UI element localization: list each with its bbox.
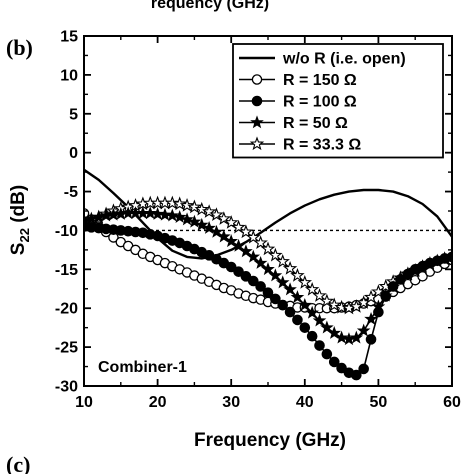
y-tick-label: 5 (69, 106, 78, 123)
x-tick-label: 50 (370, 394, 388, 411)
series-2-point (374, 307, 384, 317)
series-2-point (285, 307, 295, 317)
y-tick-label: -20 (55, 301, 78, 318)
next-panel-label: (c) (6, 452, 30, 474)
legend-label-1: R = 150 Ω (283, 72, 357, 89)
series-2-point (322, 349, 332, 359)
series-2-point (307, 331, 317, 341)
y-axis-subscript: 22 (17, 228, 32, 242)
series-2-point (388, 282, 398, 292)
legend-marker-2 (252, 96, 262, 106)
series-2-point (315, 341, 325, 351)
x-tick-label: 10 (75, 394, 93, 411)
y-tick-label: 15 (60, 29, 78, 46)
legend-label-4: R = 33.3 Ω (283, 137, 361, 154)
y-tick-label: -15 (55, 262, 78, 279)
panel-label: (b) (6, 35, 33, 60)
legend-label-0: w/o R (i.e. open) (282, 51, 406, 68)
x-tick-label: 40 (296, 394, 314, 411)
x-tick-label: 20 (149, 394, 167, 411)
y-tick-label: -30 (55, 379, 78, 396)
y-tick-label: -10 (55, 223, 78, 240)
combiner-annotation: Combiner-1 (98, 359, 187, 376)
series-2-point (300, 323, 310, 333)
plot-area (78, 170, 457, 380)
y-axis-title: S22 (dB) (8, 185, 32, 255)
y-tick-label: -5 (64, 184, 78, 201)
series-2-point (359, 364, 369, 374)
legend: w/o R (i.e. open) R = 150 Ω R = 100 Ω R = 5… (233, 44, 443, 158)
series-group (78, 170, 457, 380)
y-axis-unit: (dB) (8, 185, 29, 228)
y-tick-label: 10 (60, 67, 78, 84)
series-2-point (366, 335, 376, 345)
x-tick-label: 60 (443, 394, 461, 411)
x-axis-title: Frequency (GHz) (194, 430, 346, 451)
previous-panel-xlabel-fragment: requency (GHz) (151, 0, 269, 12)
x-tick-label: 30 (222, 394, 240, 411)
y-tick-label: 0 (69, 145, 78, 162)
series-2-point (381, 292, 391, 302)
legend-marker-1 (252, 75, 261, 84)
legend-label-2: R = 100 Ω (283, 94, 357, 111)
series-2-point (278, 300, 288, 310)
legend-label-3: R = 50 Ω (283, 115, 348, 132)
series-2-point (293, 315, 303, 325)
y-tick-label: -25 (55, 340, 78, 357)
